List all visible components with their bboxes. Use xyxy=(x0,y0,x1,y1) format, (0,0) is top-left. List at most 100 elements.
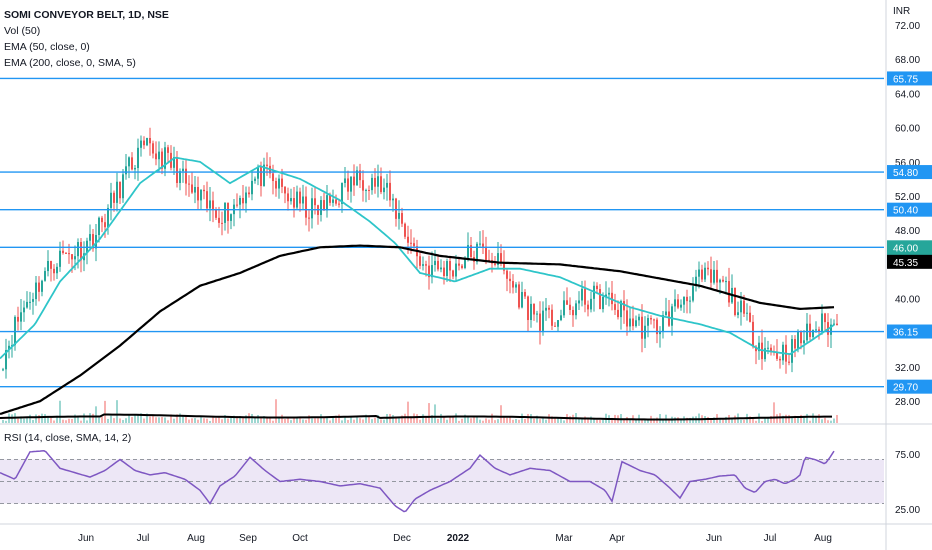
volume-bar xyxy=(830,420,832,423)
volume-bar xyxy=(773,402,775,423)
candle-body xyxy=(566,300,568,305)
ema200-indicator-label[interactable]: EMA (200, close, 0, SMA, 5) xyxy=(4,57,136,69)
volume-bar xyxy=(740,419,742,423)
volume-bar xyxy=(785,414,787,423)
candle-body xyxy=(464,257,466,268)
candle-body xyxy=(737,312,739,315)
candle-body xyxy=(812,329,814,338)
price-level-badge-text: 29.70 xyxy=(893,383,918,394)
candle-body xyxy=(701,269,703,280)
candle-body xyxy=(389,182,391,201)
candle-body xyxy=(239,197,241,205)
candle-body xyxy=(152,143,154,154)
candle-body xyxy=(368,190,370,192)
candle-body xyxy=(509,278,511,282)
ema50-indicator-label[interactable]: EMA (50, close, 0) xyxy=(4,41,90,53)
ema200-line xyxy=(0,244,835,416)
volume-bar xyxy=(41,413,43,423)
candle-body xyxy=(146,137,148,146)
volume-bar xyxy=(221,419,223,423)
candle-body xyxy=(227,202,229,221)
volume-bar xyxy=(710,418,712,423)
candle-body xyxy=(314,198,316,206)
candle-body xyxy=(293,198,295,208)
candle-body xyxy=(524,292,526,297)
candle-body xyxy=(341,182,343,204)
volume-bar xyxy=(320,414,322,423)
candle-body xyxy=(647,318,649,326)
volume-bar xyxy=(89,413,91,423)
candle-body xyxy=(335,199,337,204)
volume-bar xyxy=(488,419,490,423)
volume-bar xyxy=(167,420,169,423)
candle-body xyxy=(407,236,409,243)
volume-bar xyxy=(119,418,121,423)
candle-body xyxy=(704,267,706,280)
volume-bar xyxy=(407,401,409,423)
candle-body xyxy=(224,202,226,223)
candle-body xyxy=(113,192,115,203)
volume-bar xyxy=(155,417,157,423)
price-level-badge xyxy=(887,202,932,217)
vol-indicator-label[interactable]: Vol (50) xyxy=(4,25,41,37)
volume-bar xyxy=(77,415,79,423)
volume-bar xyxy=(815,416,817,423)
candle-body xyxy=(686,296,688,302)
volume-bar xyxy=(485,418,487,423)
candle-body xyxy=(422,264,424,266)
candle-body xyxy=(641,316,643,339)
volume-bar xyxy=(428,403,430,423)
candle-body xyxy=(203,189,205,192)
volume-bar xyxy=(359,418,361,423)
price-level-badge-text: 50.40 xyxy=(893,206,918,217)
time-axis-label: Aug xyxy=(814,533,832,544)
candle-body xyxy=(23,307,25,313)
rsi-line xyxy=(0,450,835,513)
candle-body xyxy=(182,168,184,172)
volume-bar xyxy=(332,417,334,423)
candle-body xyxy=(50,260,52,269)
candle-body xyxy=(53,268,55,274)
candle-body xyxy=(116,181,118,203)
currency-label: INR xyxy=(893,6,910,17)
volume-bar xyxy=(419,419,421,423)
price-level-badge-text: 36.15 xyxy=(893,328,918,339)
candle-body xyxy=(311,198,313,219)
rsi-axis-tick: 25.00 xyxy=(895,505,920,516)
volume-bar xyxy=(278,417,280,423)
candle-body xyxy=(788,361,790,363)
volume-bar xyxy=(542,416,544,423)
volume-bar xyxy=(743,419,745,423)
candle-body xyxy=(68,253,70,255)
volume-bar xyxy=(134,414,136,423)
volume-bar xyxy=(206,418,208,423)
volume-bar xyxy=(782,415,784,423)
volume-bar xyxy=(560,418,562,423)
volume-bar xyxy=(764,417,766,423)
symbol-title[interactable]: SOMI CONVEYOR BELT, 1D, NSE xyxy=(4,9,169,21)
volume-bar xyxy=(410,416,412,423)
volume-bar xyxy=(62,419,64,423)
candle-body xyxy=(44,271,46,281)
price-axis-tick: 60.00 xyxy=(895,124,920,135)
candle-body xyxy=(17,316,19,322)
volume-bar xyxy=(347,420,349,423)
candle-body xyxy=(2,369,4,371)
volume-bar xyxy=(215,417,217,423)
volume-bar xyxy=(2,420,4,423)
candle-body xyxy=(365,190,367,192)
candle-body xyxy=(236,204,238,206)
volume-bar xyxy=(194,418,196,423)
rsi-indicator-label[interactable]: RSI (14, close, SMA, 14, 2) xyxy=(4,432,132,444)
volume-bar xyxy=(344,416,346,423)
volume-bar xyxy=(770,416,772,423)
candle-body xyxy=(659,331,661,335)
volume-bar xyxy=(545,419,547,423)
candle-body xyxy=(596,285,598,290)
volume-bar xyxy=(443,416,445,423)
candle-body xyxy=(119,181,121,199)
volume-bar xyxy=(98,417,100,423)
volume-bar xyxy=(23,418,25,423)
volume-bar xyxy=(380,419,382,423)
